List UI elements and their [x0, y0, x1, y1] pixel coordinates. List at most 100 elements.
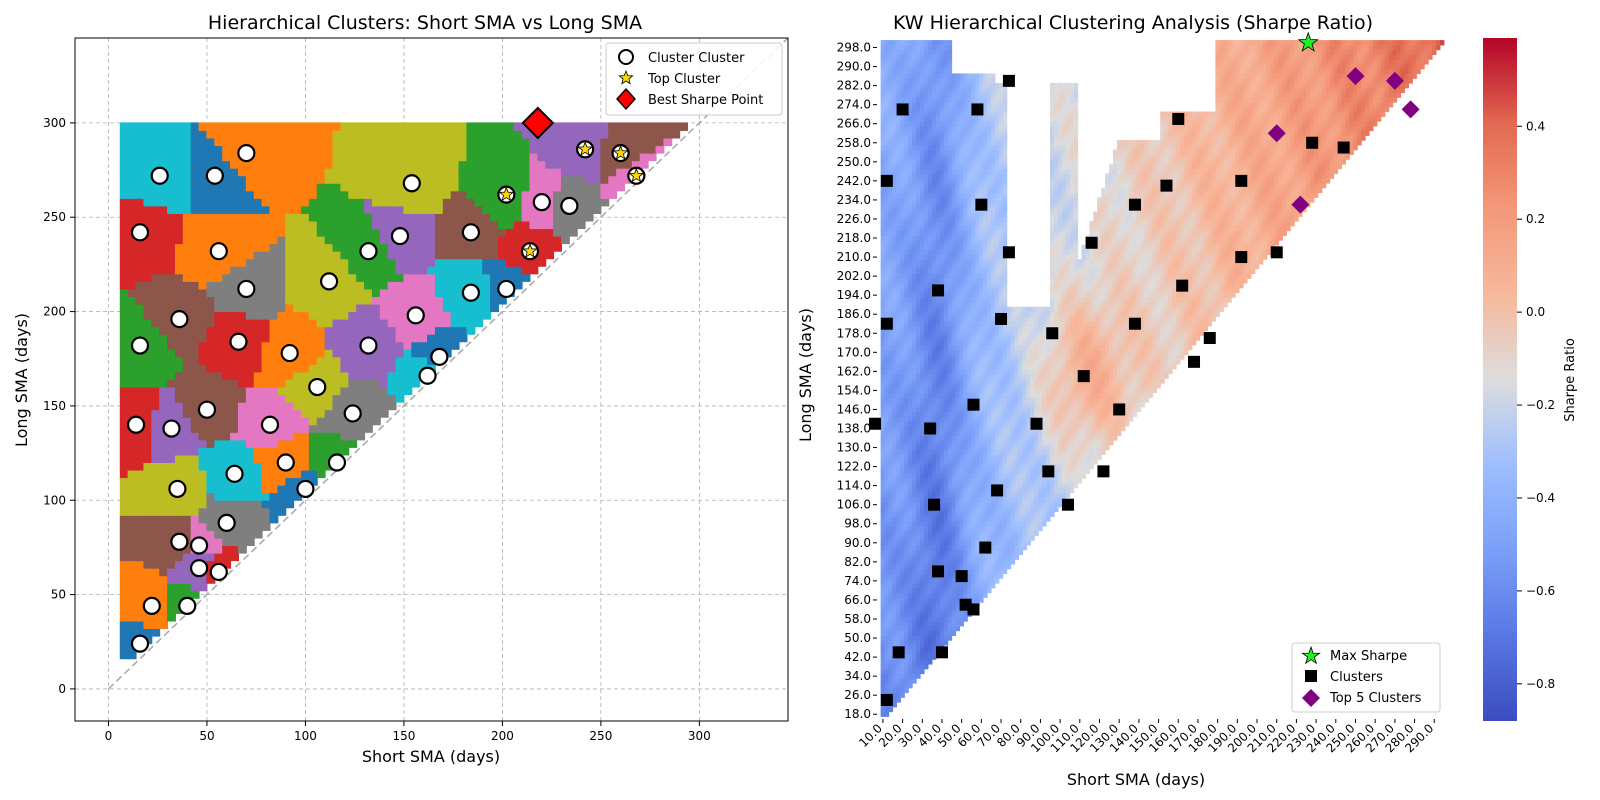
- heatmap-cell: [888, 116, 894, 122]
- heatmap-cell: [892, 178, 897, 184]
- heatmap-cell: [908, 535, 913, 541]
- heatmap-cell: [916, 101, 921, 108]
- cluster-region-cell: [332, 409, 342, 418]
- heatmap-cell: [931, 649, 937, 656]
- heatmap-cell: [912, 421, 917, 427]
- cluster-region-cell: [143, 469, 153, 479]
- cluster-region-cell: [293, 190, 303, 199]
- cluster-region-cell: [490, 220, 499, 230]
- heatmap-cell: [935, 340, 941, 346]
- heatmap-cell: [900, 321, 905, 327]
- cluster-region-cell: [356, 220, 366, 230]
- cluster-region-cell: [450, 273, 460, 282]
- heatmap-cell: [904, 263, 909, 270]
- cluster-region-cell: [261, 439, 271, 448]
- cluster-region-cell: [269, 122, 279, 131]
- heatmap-cell: [884, 621, 890, 627]
- cluster-region-cell: [316, 446, 326, 456]
- cluster-region-cell: [230, 235, 239, 245]
- cluster-region-cell: [301, 175, 310, 184]
- heatmap-cell: [935, 616, 941, 622]
- cluster-region-cell: [505, 220, 515, 230]
- heatmap-cell: [896, 535, 901, 541]
- cluster-region-cell: [174, 250, 184, 260]
- cluster-region-cell: [222, 552, 232, 562]
- heatmap-cell: [927, 168, 933, 175]
- cluster-region-cell: [301, 273, 310, 282]
- heatmap-cell: [931, 92, 937, 98]
- heatmap-cell: [935, 302, 941, 308]
- cluster-region-cell: [308, 326, 318, 335]
- heatmap-cell: [904, 625, 909, 632]
- heatmap-cell: [884, 149, 890, 155]
- cluster-region-cell: [379, 137, 389, 147]
- cluster-region-cell: [513, 280, 523, 290]
- heatmap-cell: [900, 544, 905, 551]
- cluster-region-cell: [143, 152, 153, 162]
- heatmap-cell: [912, 235, 917, 241]
- cluster-region-cell: [340, 439, 350, 448]
- cluster-region-cell: [253, 401, 263, 411]
- cluster-region-cell: [261, 356, 271, 365]
- cluster-region-cell: [151, 137, 161, 147]
- cluster-region-cell: [143, 235, 153, 245]
- cluster-center-point: [126, 415, 146, 434]
- cluster-region-cell: [206, 386, 216, 396]
- heatmap-cell: [904, 244, 909, 251]
- heatmap-cell: [923, 92, 929, 98]
- heatmap-cell: [880, 425, 886, 432]
- heatmap-cell: [880, 411, 886, 417]
- heatmap-cell: [920, 316, 925, 322]
- cluster-region-cell: [308, 409, 318, 418]
- heatmap-cell: [939, 201, 945, 208]
- cluster-region-cell: [190, 477, 200, 486]
- heatmap-cell: [888, 292, 894, 298]
- cluster-region-cell: [206, 575, 216, 584]
- cluster-region-cell: [655, 145, 665, 154]
- cluster-region-cell: [198, 462, 208, 471]
- cluster-region-cell: [466, 205, 476, 214]
- heatmap-cell: [888, 659, 894, 665]
- heatmap-cell: [900, 211, 905, 217]
- cluster-region-cell: [245, 484, 255, 494]
- cluster-region-cell: [560, 137, 570, 147]
- heatmap-cell: [923, 640, 929, 646]
- heatmap-cell: [927, 106, 933, 113]
- cluster-region-cell: [293, 137, 303, 147]
- heatmap-cell: [927, 197, 933, 203]
- cluster-region-cell: [253, 129, 263, 139]
- cluster-center-point: [130, 634, 150, 653]
- heatmap-cell: [920, 97, 925, 103]
- heatmap-cell: [896, 121, 901, 127]
- heatmap-cell: [927, 249, 933, 255]
- cluster-region-cell: [167, 605, 176, 614]
- heatmap-cell: [892, 682, 897, 689]
- heatmap-cell: [931, 149, 937, 155]
- cluster-region-cell: [198, 477, 208, 486]
- cluster-region-cell: [348, 145, 358, 154]
- cluster-region-cell: [245, 439, 255, 448]
- heatmap-cell: [900, 621, 905, 627]
- heatmap-cell: [888, 368, 894, 375]
- cluster-region-cell: [293, 197, 303, 207]
- cluster-region-cell: [151, 386, 161, 396]
- heatmap-cell: [912, 459, 917, 465]
- cluster-region-cell: [356, 122, 366, 131]
- heatmap-cell: [912, 192, 917, 198]
- heatmap-cell: [884, 482, 890, 489]
- heatmap-cell: [880, 387, 886, 394]
- heatmap-cell: [916, 402, 921, 408]
- heatmap-cell: [931, 125, 937, 132]
- heatmap-cell: [939, 349, 945, 355]
- cluster-region-cell: [411, 145, 421, 154]
- heatmap-cell: [939, 378, 945, 384]
- heatmap-cell: [927, 492, 933, 498]
- heatmap-cell: [935, 187, 941, 194]
- heatmap-cell: [943, 597, 949, 603]
- cluster-region-cell: [174, 386, 184, 396]
- heatmap-cell: [935, 587, 941, 594]
- heatmap-cell: [916, 635, 921, 641]
- cluster-region-cell: [608, 160, 618, 169]
- cluster-region-cell: [167, 394, 176, 403]
- cluster-region-cell: [395, 122, 405, 131]
